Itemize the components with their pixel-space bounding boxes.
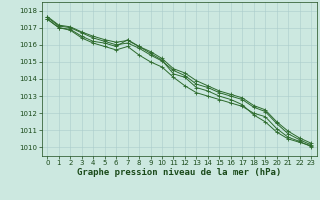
X-axis label: Graphe pression niveau de la mer (hPa): Graphe pression niveau de la mer (hPa)	[77, 168, 281, 177]
